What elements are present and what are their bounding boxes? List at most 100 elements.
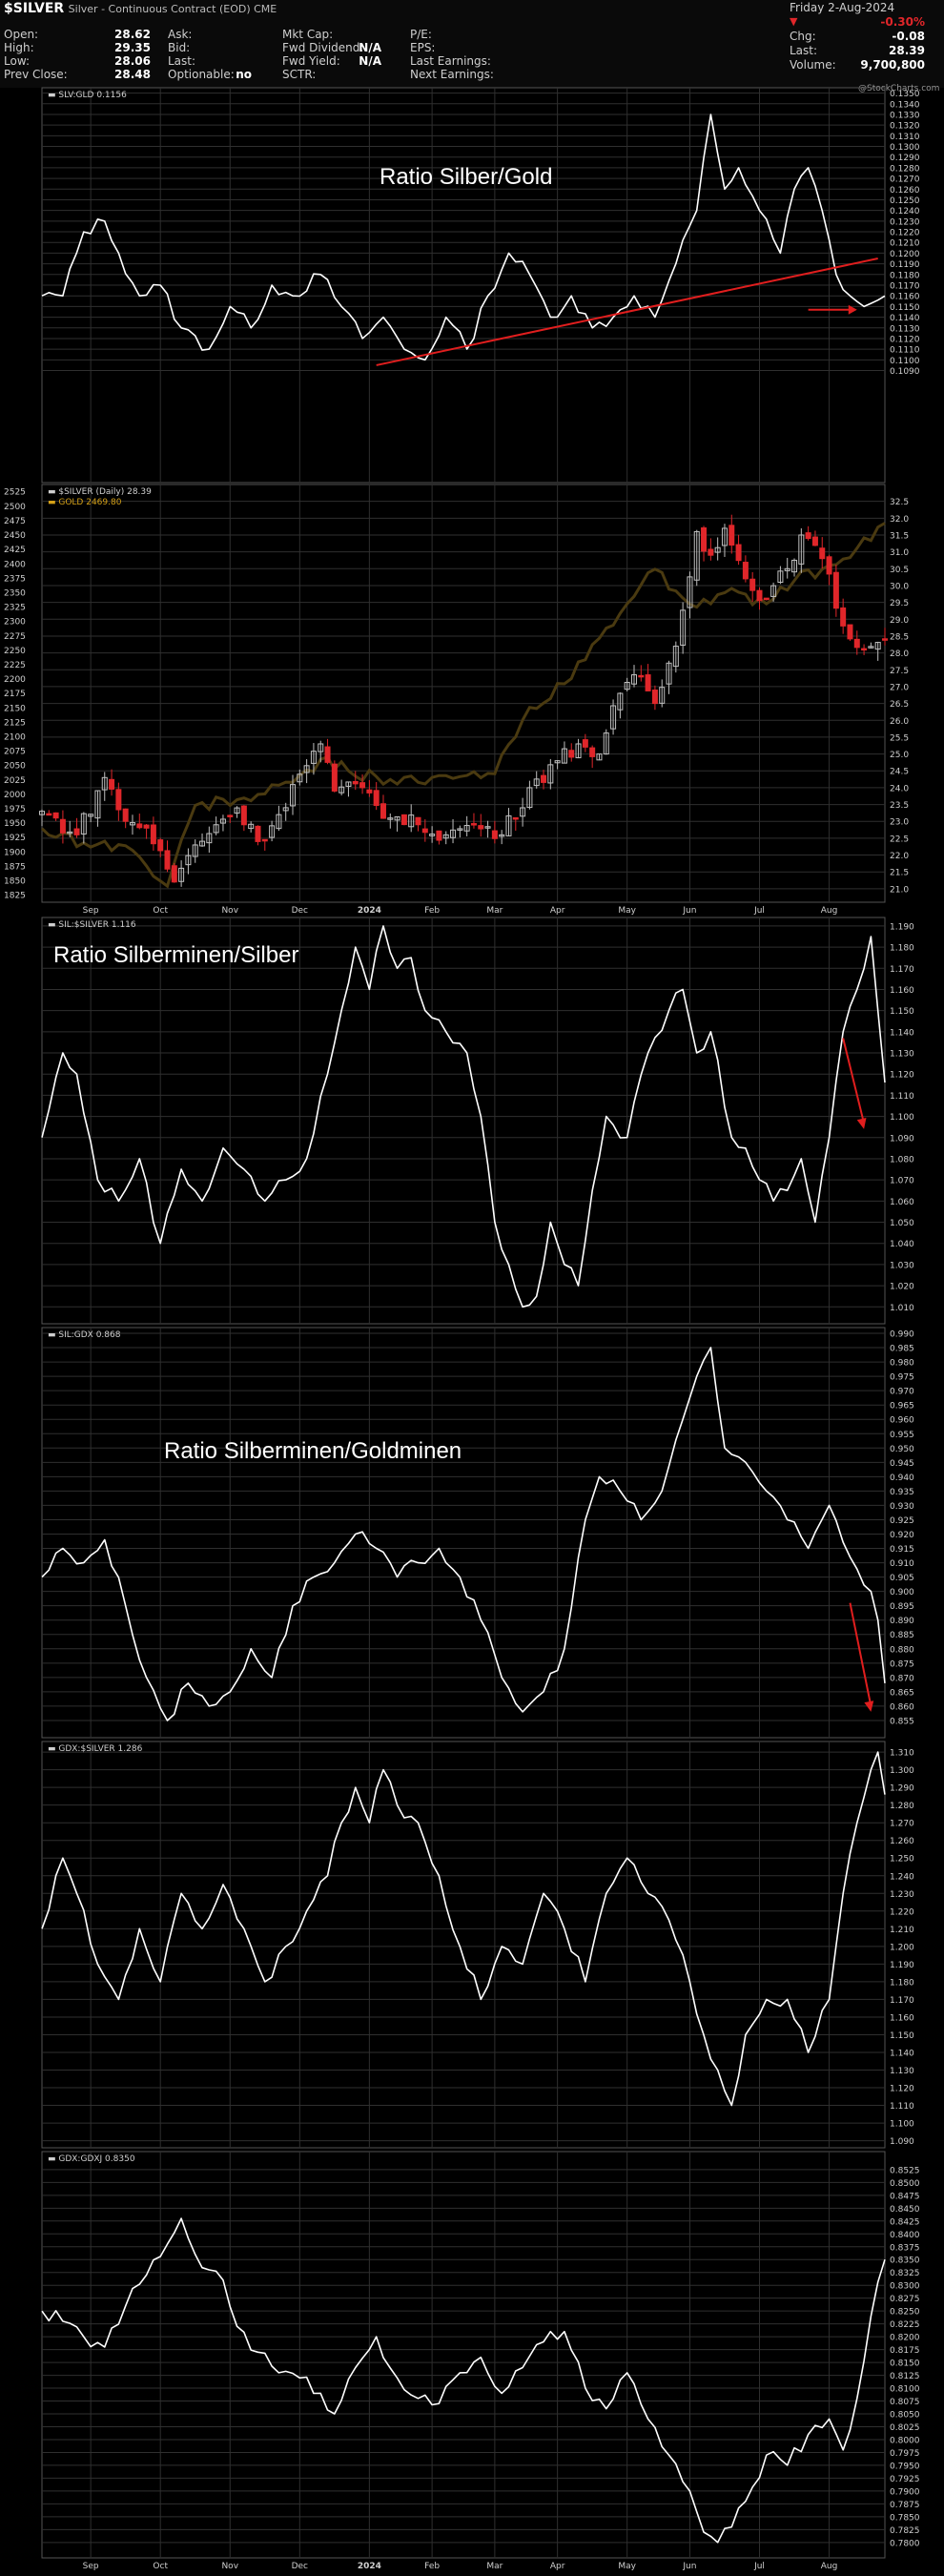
panel-1-series-line — [41, 113, 886, 361]
chg-label: Chg: — [790, 30, 816, 43]
panel-6-tick-label: 0.8000 — [890, 2436, 920, 2445]
candle-body — [756, 589, 763, 602]
candle-body — [429, 834, 436, 836]
x-axis-label: 2024 — [358, 906, 381, 916]
panel-1-tick-label: 0.1220 — [890, 229, 920, 238]
panel-6-tick-label: 0.8525 — [890, 2166, 920, 2175]
col3-label-3: SCTR: — [282, 68, 317, 81]
panel-6-tick-label: 0.7800 — [890, 2539, 920, 2548]
candle-body — [610, 705, 617, 730]
candle-body — [150, 824, 156, 845]
candle-body — [603, 732, 609, 755]
panel-5-tick-label: 1.140 — [890, 2049, 914, 2058]
candle-body — [206, 833, 213, 844]
col4-label-2: Last Earnings: — [410, 54, 491, 68]
panel-4-legend: ▬ SIL:GDX 0.868 — [48, 1330, 121, 1340]
panel-2-tick-label: 32.0 — [890, 515, 909, 525]
candle-body — [554, 760, 561, 764]
panel-5-tick-label: 1.110 — [890, 2102, 914, 2112]
x-axis-label: Dec — [292, 2562, 308, 2571]
panel-6-tick-label: 0.8400 — [890, 2231, 920, 2240]
panel-2-tick-label: 26.5 — [890, 700, 909, 710]
panel-3-tick-label: 1.030 — [890, 1261, 914, 1270]
panel-2-tick-label: 28.0 — [890, 649, 909, 659]
panel-6-tick-label: 0.8125 — [890, 2372, 920, 2381]
candle-body — [109, 778, 115, 790]
col3-label-1: Fwd Dividend: — [282, 41, 364, 54]
panel-2-tick-label: 28.5 — [890, 632, 909, 642]
panel-2-tick-label: 27.5 — [890, 667, 909, 676]
candle-body — [666, 662, 672, 685]
panel-4-frame — [41, 1327, 886, 1739]
candle-body — [868, 646, 874, 649]
panel-1-tick-label: 0.1200 — [890, 250, 920, 259]
panel-3-tick-label: 1.040 — [890, 1240, 914, 1249]
change-percent: -0.30% — [880, 15, 925, 29]
panel-6-tick-label: 0.7975 — [890, 2449, 920, 2459]
candle-body — [46, 813, 52, 816]
col3-value-1: N/A — [359, 41, 381, 54]
x-axis-label: May — [618, 906, 636, 916]
panel-2-tick-label: 32.5 — [890, 498, 909, 507]
panel-2-legend: ▬ $SILVER (Daily) 28.39 — [48, 487, 152, 497]
panel-1-tick-label: 0.1270 — [890, 175, 920, 185]
candle-body — [297, 773, 303, 783]
brand: @StockCharts.com — [858, 84, 940, 93]
x-axis-label: Jul — [753, 906, 765, 916]
x-axis-label: Apr — [550, 2562, 565, 2571]
candle-body — [687, 576, 693, 608]
candle-body — [39, 811, 45, 815]
x-axis-label: Aug — [821, 906, 838, 916]
candle-body — [436, 830, 442, 841]
quote-date: Friday 2-Aug-2024 — [790, 1, 895, 14]
panel-6-tick-label: 0.7925 — [890, 2475, 920, 2484]
candle-body — [80, 813, 87, 835]
candle-body — [826, 556, 832, 575]
panel-2-left-tick-label: 2425 — [4, 546, 26, 555]
candle-body — [255, 825, 261, 842]
panel-1-tick-label: 0.1160 — [890, 293, 920, 302]
panel-6-tick-label: 0.8350 — [890, 2257, 920, 2266]
panel-5-tick-label: 1.100 — [890, 2120, 914, 2130]
x-axis-label: Aug — [821, 2562, 838, 2571]
candle-body — [303, 765, 310, 773]
panel-4-tick-label: 0.875 — [890, 1659, 914, 1669]
panel-3-series-line — [41, 925, 886, 1309]
panel-1-tick-label: 0.1230 — [890, 217, 920, 227]
panel-2-tick-label: 30.5 — [890, 566, 909, 575]
candle-body — [261, 838, 268, 842]
panel-3-frame — [41, 917, 886, 1325]
panel-4-tick-label: 0.870 — [890, 1674, 914, 1683]
panel-2-left-tick-label: 2000 — [4, 791, 26, 800]
candle-body — [240, 805, 247, 826]
candle-body — [136, 823, 143, 829]
candle-body — [318, 743, 324, 752]
panel-2-left-tick-label: 1925 — [4, 834, 26, 843]
panel-4-tick-label: 0.910 — [890, 1559, 914, 1569]
panel-6-tick-label: 0.8475 — [890, 2192, 920, 2201]
x-axis-label: Apr — [550, 906, 565, 916]
candle-body — [811, 536, 818, 546]
panel-3-tick-label: 1.050 — [890, 1219, 914, 1228]
quote-label-2: Low: — [4, 54, 31, 68]
panel-5-tick-label: 1.300 — [890, 1766, 914, 1776]
candle-body — [791, 559, 798, 573]
panel-3-tick-label: 1.110 — [890, 1092, 914, 1102]
candle-body — [129, 822, 135, 826]
candle-body — [533, 778, 540, 787]
candle-body — [617, 692, 624, 711]
x-axis-label: Feb — [424, 2562, 440, 2571]
candle-body — [213, 824, 219, 834]
candle-body — [164, 850, 171, 870]
candle-body — [345, 781, 352, 787]
x-axis-label: Jun — [682, 2562, 696, 2571]
panel-5-tick-label: 1.190 — [890, 1961, 914, 1970]
panel-5-tick-label: 1.120 — [890, 2085, 914, 2094]
quote-value-2: 28.06 — [114, 54, 151, 68]
quote-label-1: High: — [4, 41, 34, 54]
panel-4-tick-label: 0.905 — [890, 1574, 914, 1583]
panel-1-tick-label: 0.1090 — [890, 367, 920, 377]
panel-1-tick-label: 0.1300 — [890, 143, 920, 153]
candle-body — [463, 825, 470, 832]
